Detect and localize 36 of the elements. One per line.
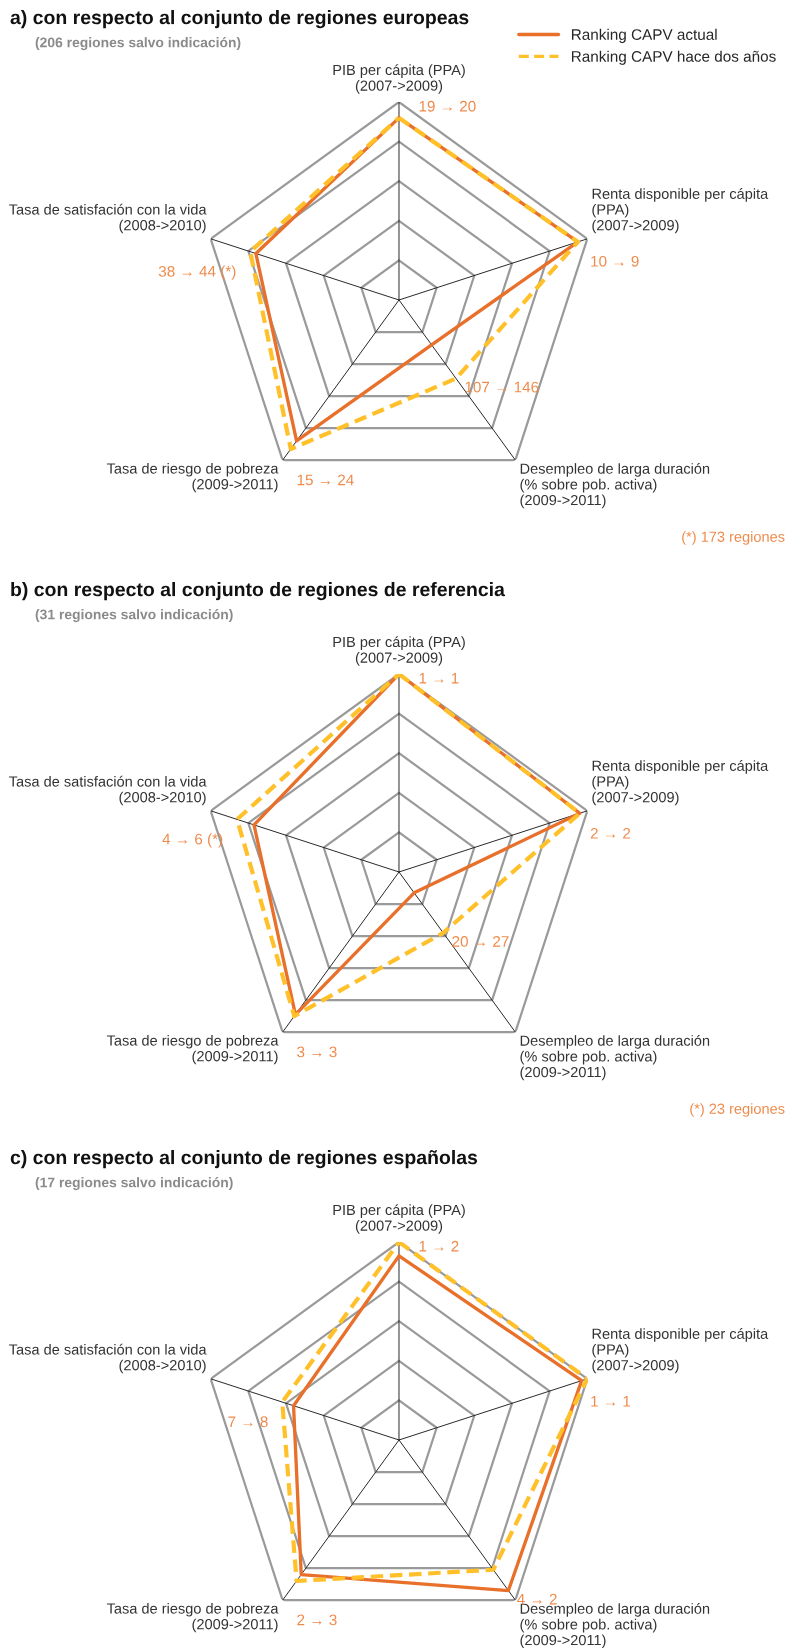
text: 2 → 2 <box>590 827 631 839</box>
spoke-label: Tasa de satisfación con la vida (2008->2010) <box>9 1343 207 1374</box>
spoke-label: PIB per cápita (PPA) (2007->2009) <box>333 636 465 666</box>
chart-subtitle: (31 regiones salvo indicación) <box>35 609 233 623</box>
text: 38 → 44 (*) <box>158 265 236 280</box>
spoke-label: Desempleo de larga duración (% sobre pob. activa) (2009->2011) <box>520 462 710 509</box>
text: 1 → 1 <box>419 673 459 684</box>
text: 3 → 3 <box>297 1046 337 1058</box>
spoke-label: PIB per cápita (PPA) (2007->2009) <box>333 64 465 94</box>
text: (206 regiones salvo indicación) <box>35 37 241 51</box>
text: 10 → 9 <box>591 255 639 267</box>
spoke-label: Renta disponible per cápita (PPA) (2007->2009) <box>592 760 769 806</box>
chart-subtitle: (17 regiones salvo indicación) <box>35 1177 233 1191</box>
spoke-label: Desempleo de larga duración (% sobre pob. activa) (2009->2011) <box>520 1034 710 1081</box>
chart-title: b) con respecto al conjunto de regiones de referencia <box>11 582 505 601</box>
chart-title: c) con respecto al conjunto de regiones españolas <box>10 1150 478 1169</box>
legend-label: Ranking CAPV actual <box>571 28 717 43</box>
spoke-label: Tasa de satisfación con la vida (2008->2010) <box>9 203 207 234</box>
spoke-label: Tasa de satisfación con la vida (2008->2010) <box>9 775 207 806</box>
text: 1 → 2 <box>419 1240 459 1252</box>
text: 2 → 3 <box>297 1614 337 1626</box>
spoke-label: Tasa de riesgo de pobreza (2009->2011) <box>106 462 279 493</box>
spoke-label: Renta disponible per cápita (PPA) (2007->2009) <box>592 188 769 234</box>
spoke-label: Tasa de riesgo de pobreza (2009->2011) <box>106 1602 279 1633</box>
text: 4 → 2 <box>517 1593 557 1605</box>
spoke-label: Renta disponible per cápita (PPA) (2007->2009) <box>592 1328 769 1374</box>
text: 7 → 8 <box>228 1416 268 1428</box>
spoke-label: Tasa de riesgo de pobreza (2009->2011) <box>106 1034 279 1065</box>
text: 15 → 24 <box>297 474 354 486</box>
chart-title: a) con respecto al conjunto de regiones europeas <box>10 10 469 29</box>
text: 1 → 1 <box>591 1396 631 1407</box>
text: (*) 173 regiones <box>682 531 785 545</box>
text: (*) 23 regiones <box>690 1103 785 1117</box>
spoke-label: PIB per cápita (PPA) (2007->2009) <box>333 1204 465 1234</box>
text: 19 → 20 <box>419 100 476 112</box>
legend-label: Ranking CAPV hace dos años <box>571 50 776 65</box>
